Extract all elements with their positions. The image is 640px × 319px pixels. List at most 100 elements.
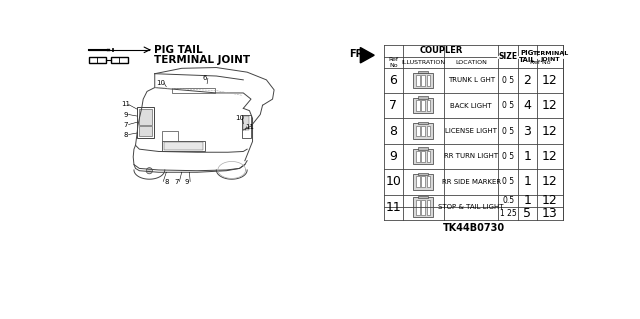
Bar xyxy=(413,123,433,139)
Bar xyxy=(163,141,205,152)
Bar xyxy=(163,131,178,141)
Text: 11: 11 xyxy=(245,124,254,130)
Text: 7: 7 xyxy=(390,99,397,112)
Bar xyxy=(164,142,204,150)
Text: 1 25: 1 25 xyxy=(500,209,516,218)
Bar xyxy=(427,100,431,111)
Bar xyxy=(413,72,433,88)
Bar xyxy=(243,116,250,130)
Bar xyxy=(418,71,428,73)
Text: 1: 1 xyxy=(524,150,531,163)
Bar xyxy=(427,200,431,215)
Bar xyxy=(427,75,431,85)
Bar xyxy=(418,173,428,175)
Bar xyxy=(421,176,425,187)
Bar xyxy=(418,147,428,150)
Text: PIG
TAIL: PIG TAIL xyxy=(519,50,536,63)
Text: 6: 6 xyxy=(202,75,207,81)
Text: TRUNK L GHT: TRUNK L GHT xyxy=(447,77,495,83)
Text: 7: 7 xyxy=(124,122,128,128)
Text: SIZE: SIZE xyxy=(499,52,518,61)
Text: 9: 9 xyxy=(185,179,189,184)
Text: 0 5: 0 5 xyxy=(502,127,515,136)
Bar xyxy=(384,45,563,220)
Text: 9: 9 xyxy=(390,150,397,163)
Text: ILLUSTRATION: ILLUSTRATION xyxy=(401,60,445,65)
Bar xyxy=(416,176,420,187)
Text: 12: 12 xyxy=(542,150,557,163)
Text: 5: 5 xyxy=(524,207,531,220)
Text: 7: 7 xyxy=(174,179,179,184)
Text: TERMINAL
JOINT: TERMINAL JOINT xyxy=(532,51,568,62)
Text: 1: 1 xyxy=(524,175,531,189)
Text: 0 5: 0 5 xyxy=(502,76,515,85)
Text: 12: 12 xyxy=(542,99,557,112)
Text: 10: 10 xyxy=(156,80,165,86)
Text: Ref
No: Ref No xyxy=(388,57,399,68)
Text: 0.5: 0.5 xyxy=(502,196,515,205)
Text: PIG TAIL: PIG TAIL xyxy=(154,45,203,55)
Text: Ref No: Ref No xyxy=(530,60,551,65)
Bar xyxy=(90,57,106,63)
Bar xyxy=(139,126,152,136)
Bar xyxy=(242,115,251,137)
Bar xyxy=(416,126,420,137)
Bar xyxy=(421,151,425,162)
Text: 1: 1 xyxy=(524,194,531,207)
Text: 12: 12 xyxy=(542,194,557,207)
Text: TERMINAL JOINT: TERMINAL JOINT xyxy=(154,55,250,65)
Text: 10: 10 xyxy=(235,115,244,121)
Bar xyxy=(421,200,425,215)
Text: 2: 2 xyxy=(524,74,531,87)
Text: 0 5: 0 5 xyxy=(502,101,515,110)
Bar xyxy=(421,126,425,137)
Text: COUPLER: COUPLER xyxy=(419,47,463,56)
Bar xyxy=(416,100,420,111)
Text: LOCATION: LOCATION xyxy=(455,60,487,65)
Polygon shape xyxy=(360,48,374,63)
Text: 6: 6 xyxy=(390,74,397,87)
Text: FR.: FR. xyxy=(349,49,367,59)
Text: 11: 11 xyxy=(121,101,130,108)
Bar xyxy=(139,109,152,124)
Text: 4: 4 xyxy=(524,99,531,112)
Text: 9: 9 xyxy=(124,112,128,117)
Bar xyxy=(418,122,428,124)
Text: 12: 12 xyxy=(542,175,557,189)
Circle shape xyxy=(147,168,152,174)
Text: 11: 11 xyxy=(385,201,401,214)
Bar xyxy=(418,196,428,198)
Bar xyxy=(413,174,433,189)
Bar xyxy=(137,107,154,137)
Bar xyxy=(111,57,128,63)
Bar xyxy=(421,75,425,85)
Bar xyxy=(421,100,425,111)
Text: 0 5: 0 5 xyxy=(502,177,515,186)
Bar xyxy=(413,149,433,164)
Text: 13: 13 xyxy=(542,207,557,220)
Bar xyxy=(427,151,431,162)
Bar xyxy=(427,176,431,187)
Text: BACK LIGHT: BACK LIGHT xyxy=(451,103,492,109)
Bar xyxy=(416,200,420,215)
Text: TK44B0730: TK44B0730 xyxy=(442,224,504,234)
Text: RR SIDE MARKER: RR SIDE MARKER xyxy=(442,179,500,185)
Bar xyxy=(416,151,420,162)
Bar xyxy=(413,197,433,217)
Text: 12: 12 xyxy=(542,124,557,137)
Bar xyxy=(427,126,431,137)
Text: 8: 8 xyxy=(164,179,168,184)
Text: 8: 8 xyxy=(124,131,128,137)
Bar xyxy=(416,75,420,85)
Text: 0 5: 0 5 xyxy=(502,152,515,161)
Bar xyxy=(418,96,428,99)
Text: 12: 12 xyxy=(542,74,557,87)
Bar xyxy=(413,98,433,113)
Text: STOP & TAIL LIGHT: STOP & TAIL LIGHT xyxy=(438,204,504,210)
Text: RR TURN LIGHT: RR TURN LIGHT xyxy=(444,153,499,160)
Text: 10: 10 xyxy=(385,175,401,189)
Text: 8: 8 xyxy=(390,124,397,137)
Bar xyxy=(107,49,110,51)
Text: 3: 3 xyxy=(524,124,531,137)
Text: LICENSE LIGHT: LICENSE LIGHT xyxy=(445,128,497,134)
